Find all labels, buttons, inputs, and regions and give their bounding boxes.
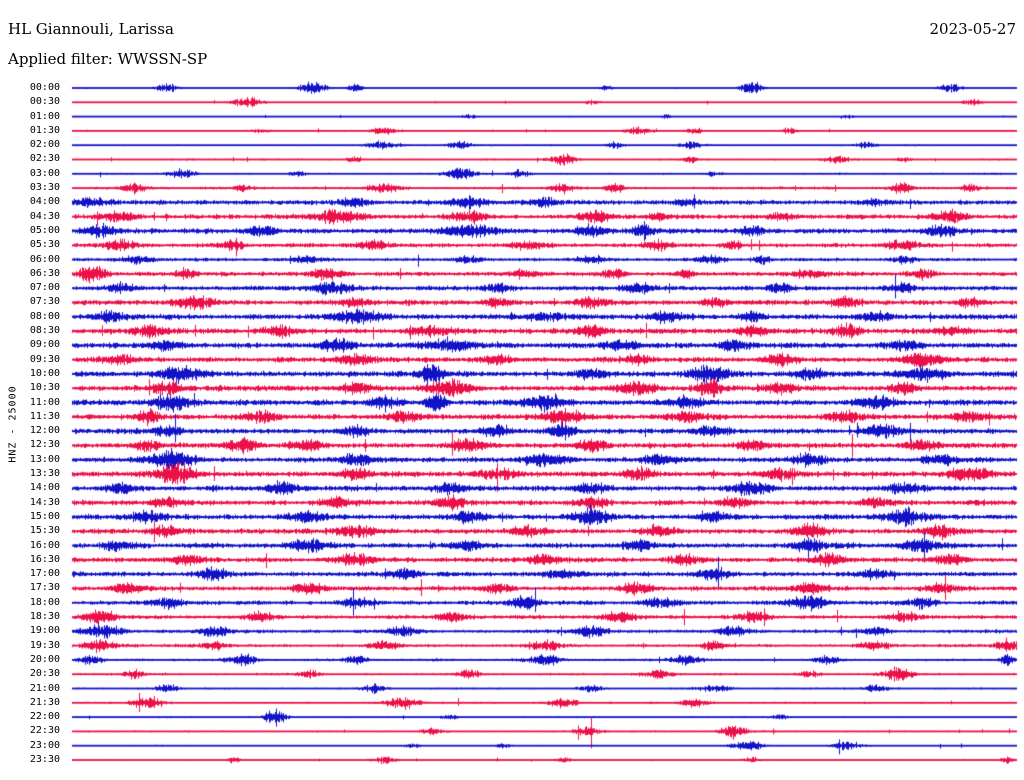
time-label-0500: 05:00 xyxy=(29,224,60,236)
time-label-1000: 10:00 xyxy=(29,367,60,379)
time-label-1830: 18:30 xyxy=(29,611,60,623)
time-label-1900: 19:00 xyxy=(29,625,60,637)
time-label-0100: 01:00 xyxy=(29,110,60,122)
time-label-1030: 10:30 xyxy=(29,382,60,394)
time-label-1330: 13:30 xyxy=(29,468,60,480)
time-label-2130: 21:30 xyxy=(29,696,60,708)
time-label-2100: 21:00 xyxy=(29,682,60,694)
time-label-0900: 09:00 xyxy=(29,339,60,351)
time-label-1700: 17:00 xyxy=(29,568,60,580)
time-label-1300: 13:00 xyxy=(29,453,60,465)
date-label: 2023-05-27 xyxy=(929,20,1016,38)
time-label-1730: 17:30 xyxy=(29,582,60,594)
time-label-2200: 22:00 xyxy=(29,711,60,723)
time-label-0330: 03:30 xyxy=(29,182,60,194)
filter-label: Applied filter: WWSSN-SP xyxy=(8,50,208,68)
time-label-2300: 23:00 xyxy=(29,739,60,751)
time-label-0300: 03:00 xyxy=(29,167,60,179)
time-label-2330: 23:30 xyxy=(29,754,60,765)
time-label-0830: 08:30 xyxy=(29,325,60,337)
time-label-0230: 02:30 xyxy=(29,153,60,165)
time-label-0630: 06:30 xyxy=(29,267,60,279)
time-label-0530: 05:30 xyxy=(29,239,60,251)
time-label-1930: 19:30 xyxy=(29,639,60,651)
time-label-0130: 01:30 xyxy=(29,124,60,136)
time-label-1530: 15:30 xyxy=(29,525,60,537)
time-label-1400: 14:00 xyxy=(29,482,60,494)
time-label-2230: 22:30 xyxy=(29,725,60,737)
time-label-1630: 16:30 xyxy=(29,553,60,565)
time-label-1500: 15:00 xyxy=(29,510,60,522)
time-label-0400: 04:00 xyxy=(29,196,60,208)
time-label-0930: 09:30 xyxy=(29,353,60,365)
time-label-0430: 04:30 xyxy=(29,210,60,222)
time-label-1430: 14:30 xyxy=(29,496,60,508)
time-label-1130: 11:30 xyxy=(29,410,60,422)
time-label-1230: 12:30 xyxy=(29,439,60,451)
time-label-2030: 20:30 xyxy=(29,668,60,680)
time-label-0600: 06:00 xyxy=(29,253,60,265)
time-label-0730: 07:30 xyxy=(29,296,60,308)
time-label-0800: 08:00 xyxy=(29,310,60,322)
time-label-1200: 12:00 xyxy=(29,425,60,437)
station-title: HL Giannouli, Larissa xyxy=(8,20,174,38)
time-label-1800: 18:00 xyxy=(29,596,60,608)
time-label-0200: 02:00 xyxy=(29,139,60,151)
time-label-1600: 16:00 xyxy=(29,539,60,551)
time-label-2000: 20:00 xyxy=(29,653,60,665)
time-label-0030: 00:30 xyxy=(29,96,60,108)
time-label-1100: 11:00 xyxy=(29,396,60,408)
time-label-0700: 07:00 xyxy=(29,282,60,294)
time-label-0000: 00:00 xyxy=(29,82,60,93)
